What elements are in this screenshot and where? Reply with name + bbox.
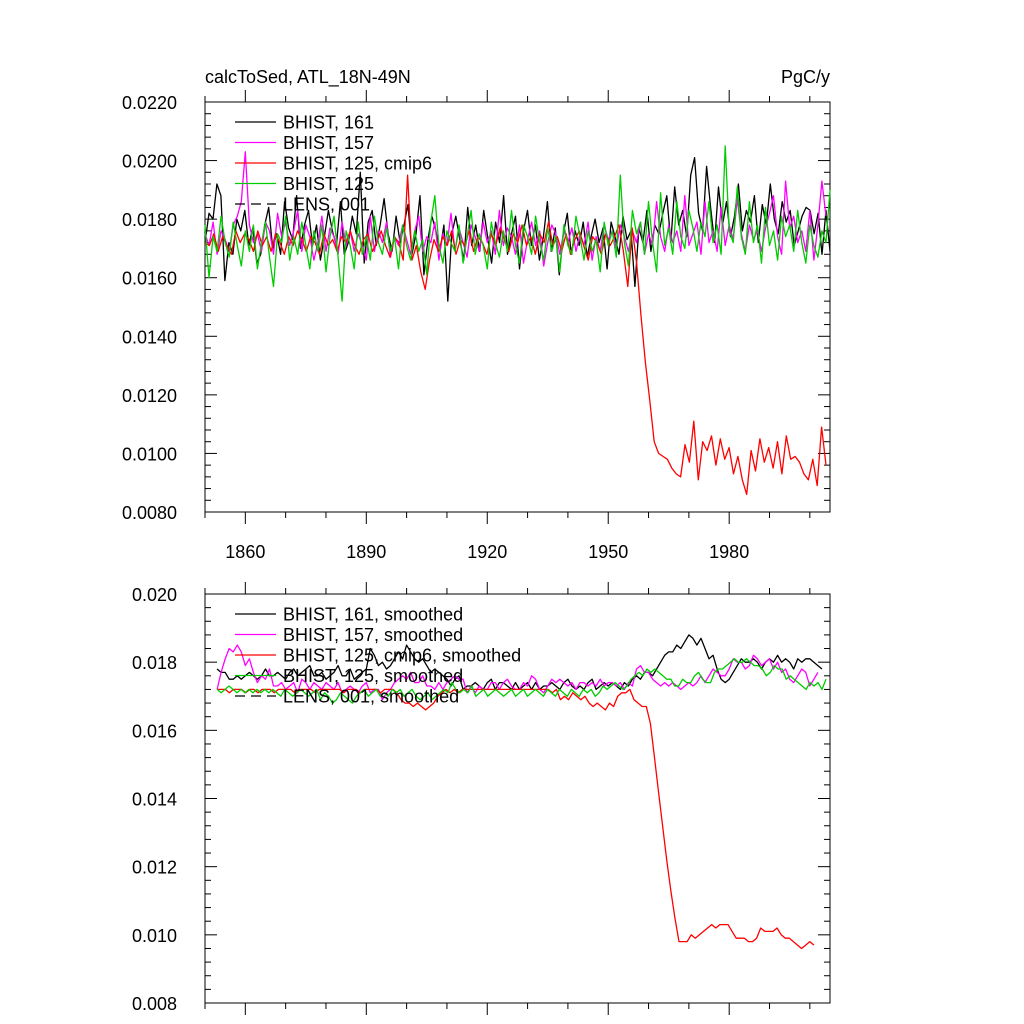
plot-frame bbox=[204, 101, 831, 513]
y-tick-label: 0.020 bbox=[132, 585, 177, 605]
y-tick-label: 0.0120 bbox=[122, 386, 177, 406]
y-tick-label: 0.0140 bbox=[122, 327, 177, 347]
y-tick-label: 0.0200 bbox=[122, 152, 177, 172]
x-tick-label: 1890 bbox=[346, 542, 386, 562]
chart-units: PgC/y bbox=[781, 67, 830, 87]
top-panel: 0.0080 0.0100 0.0120 0.0140 0.0160 0.0180 0.02… bbox=[122, 90, 831, 562]
legend-label: BHIST, 157 bbox=[283, 133, 374, 153]
legend-label: BHIST, 125, smoothed bbox=[283, 666, 463, 686]
legend-label: BHIST, 125, cmip6, smoothed bbox=[283, 646, 521, 666]
legend-label: BHIST, 125, cmip6 bbox=[283, 154, 432, 174]
legend-label: BHIST, 125 bbox=[283, 174, 374, 194]
legend-label: LENS, 001 bbox=[283, 195, 370, 215]
legend-label: BHIST, 157, smoothed bbox=[283, 625, 463, 645]
x-tick-label: 1980 bbox=[709, 542, 749, 562]
chart-title: calcToSed, ATL_18N-49N bbox=[205, 67, 411, 88]
y-tick-label: 0.0100 bbox=[122, 444, 177, 464]
legend-label: BHIST, 161 bbox=[283, 113, 374, 133]
bottom-panel: 0.008 0.010 0.012 0.014 0.016 0.018 0.020 BHIST… bbox=[132, 582, 831, 1015]
y-tick-label: 0.014 bbox=[132, 790, 177, 810]
y-tick-label: 0.008 bbox=[132, 994, 177, 1014]
legend-label: LENS, 001, smoothed bbox=[283, 687, 459, 707]
y-tick-label: 0.0220 bbox=[122, 93, 177, 113]
legend-label: BHIST, 161, smoothed bbox=[283, 605, 463, 625]
y-tick-label: 0.0080 bbox=[122, 503, 177, 523]
x-tick-label: 1920 bbox=[467, 542, 507, 562]
y-tick-label: 0.0160 bbox=[122, 269, 177, 289]
series-line-3 bbox=[216, 658, 827, 704]
y-tick-label: 0.010 bbox=[132, 926, 177, 946]
series-line-2 bbox=[204, 174, 827, 496]
y-tick-label: 0.012 bbox=[132, 858, 177, 878]
series-line-3 bbox=[204, 145, 831, 302]
x-tick-label: 1860 bbox=[225, 542, 265, 562]
y-tick-label: 0.0180 bbox=[122, 210, 177, 230]
y-tick-label: 0.016 bbox=[132, 721, 177, 741]
y-tick-label: 0.018 bbox=[132, 653, 177, 673]
x-tick-label: 1950 bbox=[588, 542, 628, 562]
series-line-2 bbox=[217, 688, 815, 950]
